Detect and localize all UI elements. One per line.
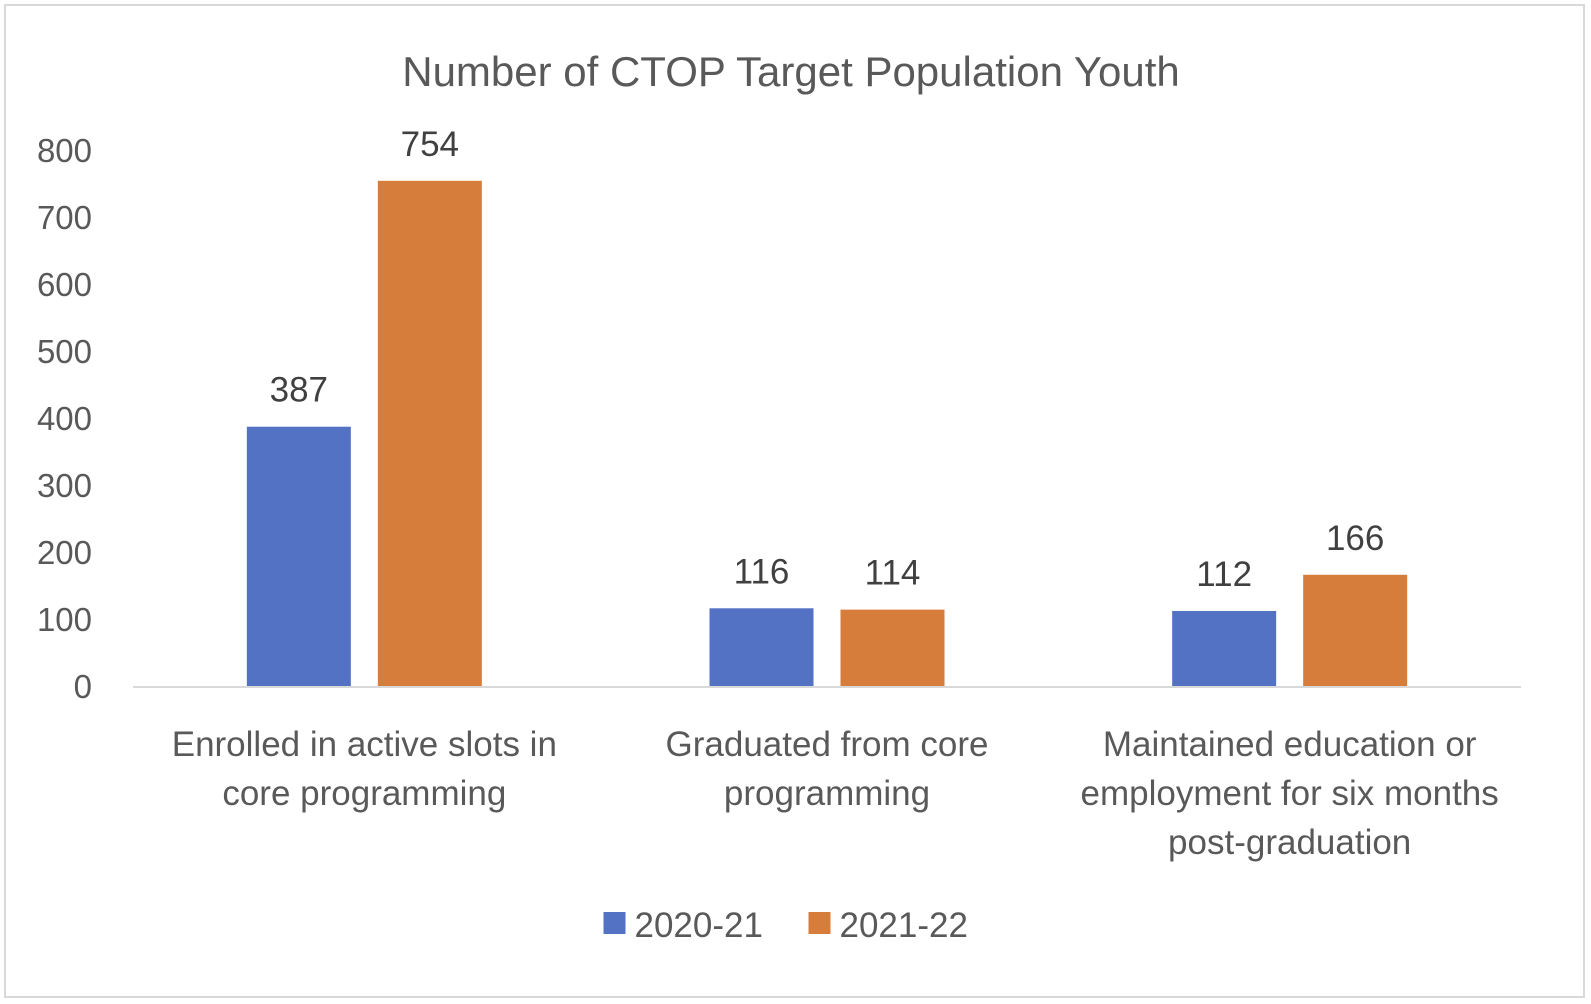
bars <box>246 180 1408 686</box>
bar-2021-22-0 <box>377 180 482 686</box>
chart-frame: Number of CTOP Target Population Youth 0… <box>4 4 1585 998</box>
legend-swatch-2021-22 <box>808 912 831 934</box>
data-label: 754 <box>401 125 459 164</box>
y-axis: 0 100 200 300 400 500 600 700 800 <box>37 132 92 705</box>
y-tick-label: 100 <box>37 601 92 638</box>
bar-2021-22-2 <box>1303 574 1408 686</box>
bar-2020-21-2 <box>1172 610 1277 686</box>
y-tick-label: 700 <box>37 199 92 236</box>
category-label: Maintained education or <box>1103 725 1477 764</box>
y-tick-label: 600 <box>37 266 92 303</box>
category-label: Enrolled in active slots in <box>172 725 557 764</box>
y-tick-label: 0 <box>74 668 92 705</box>
data-label: 166 <box>1326 519 1384 558</box>
legend-swatch-2020-21 <box>603 912 626 934</box>
category-label: post-graduation <box>1168 823 1411 862</box>
data-label: 387 <box>270 371 328 410</box>
x-axis: Enrolled in active slots in core programm… <box>172 725 1499 862</box>
legend-label: 2021-22 <box>840 906 968 945</box>
chart-title: Number of CTOP Target Population Youth <box>402 48 1180 95</box>
y-tick-label: 300 <box>37 467 92 504</box>
y-tick-label: 200 <box>37 534 92 571</box>
data-label: 114 <box>865 554 921 593</box>
category-label: programming <box>724 774 930 813</box>
y-tick-label: 800 <box>37 132 92 169</box>
legend: 2020-21 2021-22 <box>603 906 968 945</box>
data-labels: 387 754 116 114 112 166 <box>270 125 1385 594</box>
bar-chart: Number of CTOP Target Population Youth 0… <box>37 48 1521 945</box>
data-label: 112 <box>1196 555 1252 594</box>
bar-2020-21-0 <box>246 426 351 686</box>
bar-2020-21-1 <box>709 608 814 686</box>
y-tick-label: 400 <box>37 400 92 437</box>
category-label: Graduated from core <box>666 725 989 764</box>
data-label: 116 <box>734 552 790 591</box>
category-label: employment for six months <box>1081 774 1499 813</box>
y-tick-label: 500 <box>37 333 92 370</box>
legend-label: 2020-21 <box>635 906 763 945</box>
bar-2021-22-1 <box>840 609 945 686</box>
category-label: core programming <box>222 774 506 813</box>
